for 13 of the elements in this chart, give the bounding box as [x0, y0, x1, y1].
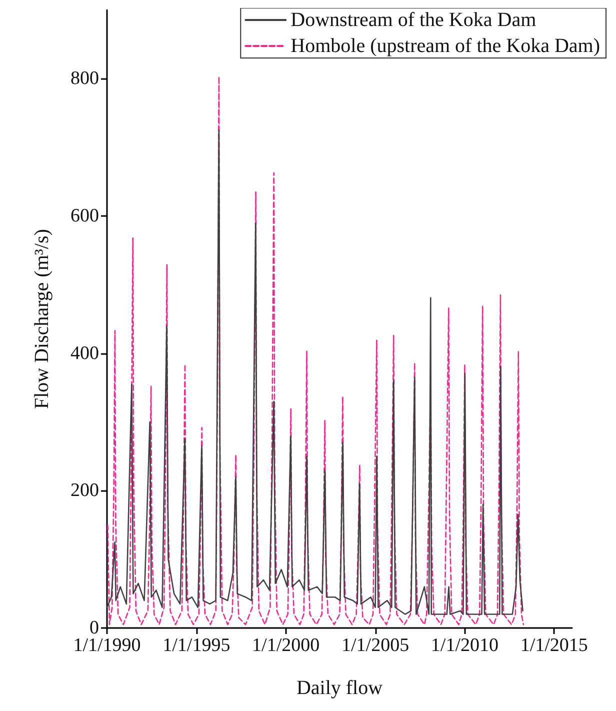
y-tick-label: 800: [70, 68, 99, 90]
x-tick-label: 1/1/2000: [252, 635, 320, 656]
legend-label: Downstream of the Koka Dam: [290, 9, 537, 31]
y-tick-label: 600: [70, 206, 99, 226]
x-tick-label: 1/1/2005: [342, 635, 410, 656]
y-tick-label: 200: [70, 480, 99, 502]
y-tick-label: 400: [70, 342, 99, 364]
x-tick-label: 1/1/2015: [520, 635, 588, 656]
legend-label: Hombole (upstream of the Koka Dam): [290, 35, 600, 57]
x-tick-label: 1/1/2010: [430, 635, 498, 656]
x-tick-label: 1/1/1995: [162, 635, 230, 656]
y-axis-title: Flow Discharge (m³/s): [31, 228, 53, 410]
x-axis-title: Daily flow: [296, 677, 384, 699]
